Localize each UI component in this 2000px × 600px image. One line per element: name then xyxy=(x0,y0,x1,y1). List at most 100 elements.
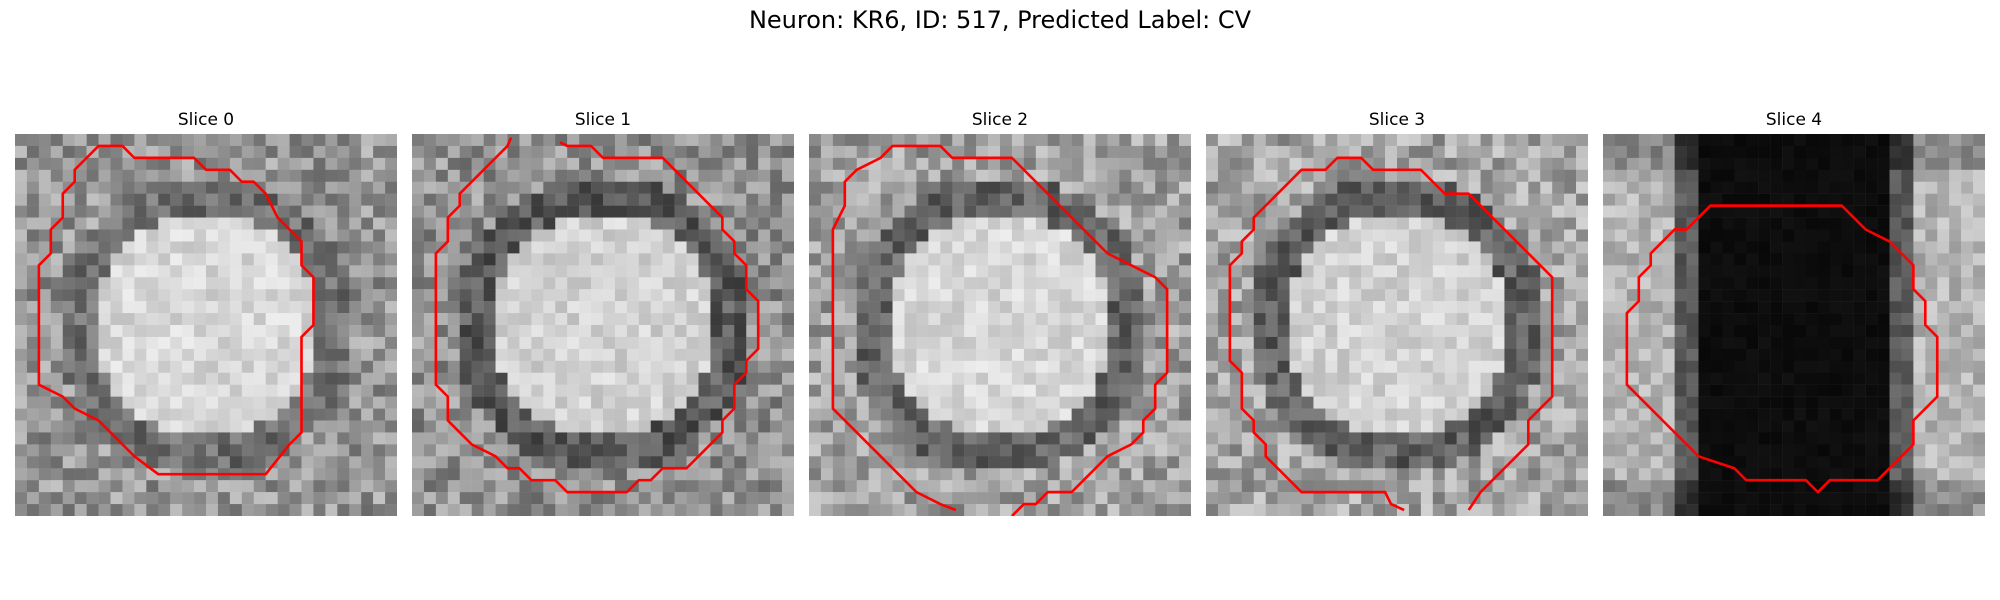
image-pixel xyxy=(1229,492,1243,505)
image-pixel xyxy=(1961,265,1974,278)
image-pixel xyxy=(1698,420,1711,433)
image-pixel xyxy=(15,492,28,505)
image-pixel xyxy=(170,289,183,302)
image-pixel xyxy=(1253,336,1266,350)
image-pixel xyxy=(603,289,616,302)
image-pixel xyxy=(1901,408,1914,421)
image-pixel xyxy=(1023,301,1037,314)
image-pixel xyxy=(880,169,893,182)
image-pixel xyxy=(952,157,965,171)
image-pixel xyxy=(1277,325,1290,338)
image-pixel xyxy=(1119,432,1132,445)
image-pixel xyxy=(1614,253,1628,266)
image-pixel xyxy=(952,372,965,385)
slice-3-pixels xyxy=(1206,134,1588,516)
image-pixel xyxy=(361,480,374,493)
image-pixel xyxy=(614,372,628,385)
image-pixel xyxy=(674,301,687,314)
image-pixel xyxy=(1650,348,1663,362)
image-pixel xyxy=(603,444,616,457)
image-pixel xyxy=(337,456,350,469)
image-pixel xyxy=(1782,277,1795,290)
image-pixel xyxy=(770,313,783,326)
image-pixel xyxy=(98,456,111,469)
image-pixel xyxy=(1913,265,1926,278)
image-pixel xyxy=(1686,169,1699,182)
image-pixel xyxy=(241,360,254,373)
image-pixel xyxy=(1614,325,1628,338)
image-pixel xyxy=(820,229,834,242)
image-pixel xyxy=(313,396,326,409)
image-pixel xyxy=(1734,396,1747,409)
image-pixel xyxy=(349,504,362,516)
image-pixel xyxy=(1325,492,1338,505)
image-pixel xyxy=(1253,480,1266,493)
image-pixel xyxy=(1059,360,1072,373)
image-pixel xyxy=(1143,241,1156,254)
image-pixel xyxy=(1564,145,1577,159)
image-pixel xyxy=(567,134,580,147)
image-pixel xyxy=(1734,360,1747,373)
image-pixel xyxy=(1420,289,1434,302)
image-pixel xyxy=(1289,504,1302,516)
image-pixel xyxy=(1626,313,1640,326)
image-pixel xyxy=(1023,384,1037,397)
image-pixel xyxy=(734,468,747,481)
image-pixel xyxy=(1337,217,1350,230)
image-pixel xyxy=(940,325,953,338)
image-pixel xyxy=(1119,480,1132,493)
image-pixel xyxy=(1564,348,1577,362)
image-pixel xyxy=(253,289,266,302)
image-pixel xyxy=(1698,444,1711,457)
image-pixel xyxy=(1961,277,1974,290)
image-pixel xyxy=(1131,277,1144,290)
image-pixel xyxy=(412,134,425,147)
image-pixel xyxy=(1770,229,1783,242)
image-pixel xyxy=(1206,456,1219,469)
image-pixel xyxy=(1023,420,1037,433)
image-pixel xyxy=(614,384,628,397)
image-pixel xyxy=(928,205,941,218)
image-pixel xyxy=(1361,372,1374,385)
image-pixel xyxy=(1385,277,1398,290)
image-pixel xyxy=(1143,157,1156,171)
image-pixel xyxy=(38,456,52,469)
image-pixel xyxy=(217,456,231,469)
image-pixel xyxy=(289,145,302,159)
image-pixel xyxy=(543,372,556,385)
image-pixel xyxy=(844,157,857,171)
image-pixel xyxy=(483,372,496,385)
image-pixel xyxy=(868,408,881,421)
image-pixel xyxy=(1241,217,1254,230)
image-pixel xyxy=(1206,157,1219,171)
image-pixel xyxy=(1662,372,1675,385)
image-pixel xyxy=(229,348,243,362)
image-pixel xyxy=(892,432,905,445)
image-pixel xyxy=(146,408,159,421)
image-pixel xyxy=(1528,420,1541,433)
image-pixel xyxy=(964,253,977,266)
image-pixel xyxy=(277,277,290,290)
image-pixel xyxy=(1011,384,1025,397)
image-pixel xyxy=(856,313,869,326)
image-pixel xyxy=(1746,169,1759,182)
slice-3-outline xyxy=(1228,156,1554,512)
image-pixel xyxy=(1301,169,1314,182)
image-pixel xyxy=(1131,289,1144,302)
image-pixel xyxy=(976,468,989,481)
image-pixel xyxy=(507,205,520,218)
image-pixel xyxy=(206,432,219,445)
image-pixel xyxy=(435,193,449,206)
image-pixel xyxy=(1576,325,1588,338)
image-pixel xyxy=(1035,456,1048,469)
image-pixel xyxy=(373,134,386,147)
image-pixel xyxy=(1361,134,1374,147)
image-pixel xyxy=(856,193,869,206)
image-pixel xyxy=(1432,348,1445,362)
slice-4-pixels xyxy=(1603,134,1985,516)
image-pixel xyxy=(1638,169,1651,182)
image-pixel xyxy=(507,336,520,350)
image-pixel xyxy=(531,289,544,302)
image-pixel xyxy=(555,145,568,159)
image-pixel xyxy=(1961,420,1974,433)
